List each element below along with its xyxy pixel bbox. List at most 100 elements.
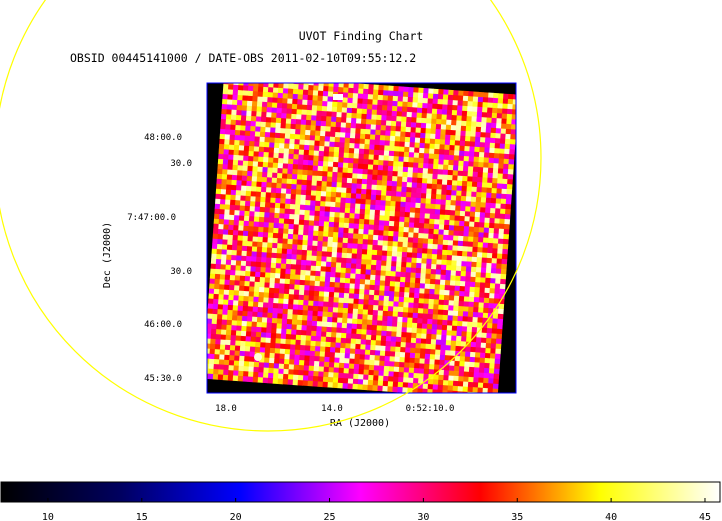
image-pixel (408, 227, 415, 234)
image-pixel (378, 160, 384, 166)
image-pixel (243, 150, 250, 157)
image-pixel (505, 199, 512, 205)
image-pixel (396, 321, 403, 328)
image-pixel (491, 323, 498, 330)
image-pixel (273, 288, 280, 294)
image-pixel (281, 178, 288, 185)
image-pixel (437, 319, 443, 326)
image-pixel (435, 204, 441, 210)
image-pixel (361, 329, 368, 336)
image-pixel (404, 207, 411, 213)
image-pixel (315, 130, 321, 137)
image-pixel (371, 254, 378, 261)
image-pixel (387, 381, 394, 388)
image-pixel (225, 189, 232, 196)
image-pixel (466, 251, 473, 258)
image-pixel (269, 77, 275, 83)
image-pixel (264, 137, 271, 143)
image-pixel (399, 206, 406, 213)
image-pixel (268, 297, 274, 304)
image-pixel (240, 195, 247, 202)
image-pixel (447, 315, 454, 322)
image-pixel (490, 273, 497, 279)
image-pixel (364, 359, 370, 366)
image-pixel (412, 317, 418, 324)
image-pixel (461, 180, 468, 187)
image-pixel (484, 222, 490, 229)
image-pixel (347, 243, 353, 249)
image-pixel (369, 284, 376, 291)
image-pixel (274, 212, 280, 219)
image-pixel (356, 183, 363, 190)
image-pixel (493, 368, 500, 375)
image-pixel (364, 139, 371, 145)
image-pixel (371, 189, 377, 196)
image-pixel (454, 140, 461, 147)
image-pixel (237, 310, 244, 317)
image-pixel (282, 313, 288, 320)
image-pixel (407, 91, 414, 98)
image-pixel (355, 198, 362, 205)
image-pixel (397, 306, 404, 313)
image-pixel (315, 125, 322, 132)
image-pixel (406, 182, 413, 188)
image-pixel (477, 242, 484, 248)
image-pixel (218, 299, 224, 305)
image-pixel (317, 90, 324, 97)
image-pixel (482, 102, 489, 108)
image-pixel (311, 250, 318, 257)
image-pixel (261, 327, 267, 334)
image-pixel (461, 326, 468, 333)
image-pixel (325, 196, 332, 203)
image-pixel (456, 190, 462, 197)
image-pixel (416, 257, 423, 264)
image-pixel (478, 377, 484, 384)
image-pixel (295, 129, 301, 135)
image-pixel (480, 132, 487, 138)
image-pixel (247, 306, 254, 313)
image-pixel (492, 394, 498, 400)
image-pixel (429, 288, 436, 295)
image-pixel (242, 95, 249, 102)
image-pixel (427, 308, 434, 315)
image-pixel (217, 158, 224, 165)
image-pixel (232, 159, 239, 166)
image-pixel (492, 313, 499, 320)
image-pixel (245, 266, 252, 272)
image-pixel (214, 344, 221, 350)
image-pixel (467, 316, 474, 323)
image-pixel (405, 342, 412, 349)
image-pixel (417, 242, 424, 249)
image-pixel (413, 157, 420, 164)
image-pixel (411, 332, 417, 339)
image-pixel (422, 92, 429, 99)
image-pixel (374, 139, 381, 146)
image-pixel (402, 91, 409, 98)
image-pixel (260, 262, 267, 268)
image-pixel (248, 296, 255, 303)
image-pixel (295, 269, 302, 276)
image-pixel (259, 141, 265, 148)
image-pixel (333, 222, 340, 228)
image-pixel (486, 262, 492, 269)
image-pixel (485, 337, 492, 344)
image-pixel (432, 384, 439, 391)
image-pixel (412, 172, 419, 179)
image-pixel (455, 125, 462, 132)
image-pixel (255, 126, 261, 133)
image-pixel (465, 196, 472, 202)
image-pixel (452, 380, 459, 387)
image-pixel (407, 312, 414, 319)
image-pixel (237, 300, 244, 307)
image-pixel (450, 340, 457, 347)
image-pixel (323, 371, 329, 378)
image-pixel (321, 176, 328, 182)
image-pixel (470, 266, 477, 273)
image-pixel (304, 280, 311, 286)
image-pixel (381, 325, 388, 332)
image-pixel (448, 365, 455, 372)
image-pixel (342, 378, 349, 384)
image-pixel (333, 372, 339, 379)
image-pixel (432, 379, 439, 386)
image-pixel (353, 153, 360, 160)
